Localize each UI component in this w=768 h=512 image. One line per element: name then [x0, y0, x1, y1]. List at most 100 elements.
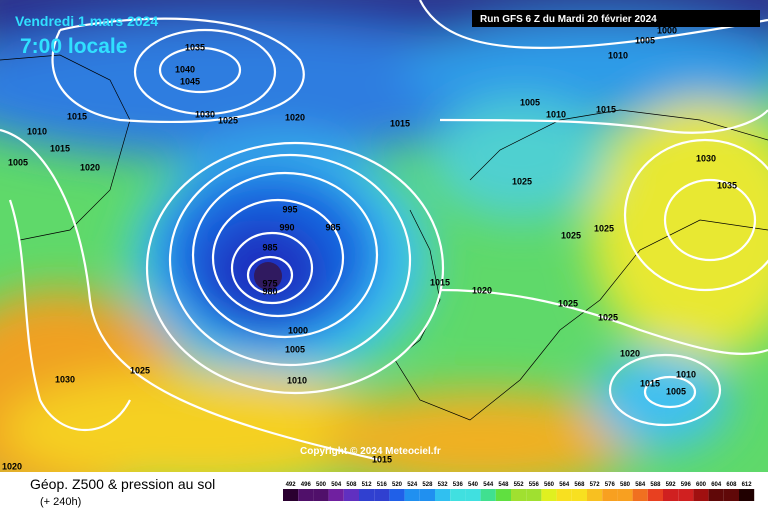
isobar-label: 1005	[635, 35, 655, 45]
colorbar-swatch	[419, 489, 435, 501]
colorbar-label: 496	[301, 482, 312, 488]
isobar-label: 1015	[50, 143, 70, 153]
colorbar-swatch	[617, 489, 633, 501]
colorbar-swatch	[587, 489, 603, 501]
footer-subtitle: (+ 240h)	[40, 496, 81, 508]
isobar-label: 1020	[472, 285, 492, 295]
colorbar-label: 556	[529, 482, 540, 488]
colorbar-label: 492	[286, 482, 297, 488]
colorbar-label: 596	[681, 482, 692, 488]
colorbar-swatch	[526, 489, 542, 501]
colorbar-swatch	[328, 489, 344, 501]
colorbar-label: 528	[422, 482, 433, 488]
colorbar-swatch	[495, 489, 511, 501]
isobar-label: 1015	[430, 277, 450, 287]
colorbar-swatch	[450, 489, 466, 501]
colorbar-label: 552	[514, 482, 525, 488]
isobar-label: 985	[325, 222, 340, 232]
isobar-label: 985	[262, 242, 277, 252]
isobar-label: 1030	[195, 109, 215, 119]
colorbar-label: 504	[331, 482, 342, 488]
isobar-label: 995	[282, 204, 297, 214]
colorbar-swatch	[313, 489, 329, 501]
colorbar-swatch	[374, 489, 390, 501]
colorbar-swatch	[359, 489, 375, 501]
colorbar-swatch	[298, 489, 314, 501]
isobar-label: 1030	[696, 153, 716, 163]
isobar-label: 1010	[287, 375, 307, 385]
colorbar-swatch	[404, 489, 420, 501]
colorbar-swatch	[511, 489, 527, 501]
isobar-label: 1005	[8, 157, 28, 167]
colorbar-label: 576	[605, 482, 616, 488]
colorbar-swatch	[343, 489, 359, 501]
isobar-label: 990	[279, 222, 294, 232]
isobar-label: 1025	[558, 298, 578, 308]
isobar-label: 1045	[180, 76, 200, 86]
isobars	[0, 0, 768, 462]
colorbar-label: 540	[468, 482, 479, 488]
colorbar-label: 608	[726, 482, 737, 488]
colorbar-label: 500	[316, 482, 327, 488]
colorbar-swatch	[389, 489, 405, 501]
isobar-label: 1010	[27, 126, 47, 136]
colorbar-swatch	[480, 489, 496, 501]
isobar-label: 1025	[561, 230, 581, 240]
isobar-label: 1005	[520, 97, 540, 107]
colorbar-swatch	[435, 489, 451, 501]
isobar-label: 1025	[594, 223, 614, 233]
isobar-label: 1020	[2, 461, 22, 471]
isobar-label: 1015	[372, 454, 392, 464]
isobar-label: 1010	[546, 109, 566, 119]
colorbar-swatch	[283, 489, 299, 501]
colorbar-swatch	[663, 489, 679, 501]
colorbar-label: 572	[590, 482, 601, 488]
colorbar-label: 580	[620, 482, 631, 488]
colorbar-label: 524	[407, 482, 418, 488]
isobar-label: 1025	[512, 176, 532, 186]
isobar-label: 1035	[717, 180, 737, 190]
isobar-label: 1010	[608, 50, 628, 60]
colorbar-label: 568	[574, 482, 585, 488]
isobar-label: 1015	[596, 104, 616, 114]
colorbar-label: 512	[362, 482, 373, 488]
isobar-label: 1025	[130, 365, 150, 375]
footer-title: Géop. Z500 & pression au sol	[30, 476, 215, 492]
colorbar-swatch	[541, 489, 557, 501]
isobar-label: 1020	[80, 162, 100, 172]
colorbar-label: 532	[438, 482, 449, 488]
colorbar-label: 612	[742, 482, 753, 488]
isobar-label: 1020	[620, 348, 640, 358]
isobar-label: 1015	[67, 111, 87, 121]
colorbar-label: 564	[559, 482, 570, 488]
time: 7:00 locale	[20, 35, 127, 58]
run-info: Run GFS 6 Z du Mardi 20 février 2024	[480, 14, 657, 25]
isobar-label: 1000	[657, 25, 677, 35]
colorbar-swatch	[678, 489, 694, 501]
isobar-label: 1040	[175, 64, 195, 74]
colorbar-label: 604	[711, 482, 722, 488]
isobar-label: 1015	[390, 118, 410, 128]
isobar-label: 1025	[598, 312, 618, 322]
isobar-label: 1005	[285, 344, 305, 354]
colorbar-label: 548	[498, 482, 509, 488]
isobar-label: 980	[262, 286, 277, 296]
colorbar-label: 516	[377, 482, 388, 488]
colorbar-label: 600	[696, 482, 707, 488]
colorbar-label: 592	[666, 482, 677, 488]
colorbar-swatch	[632, 489, 648, 501]
isobar-label: 1035	[185, 42, 205, 52]
isobar-label: 1005	[666, 386, 686, 396]
isobar-label: 1025	[218, 115, 238, 125]
isobar-label: 1020	[285, 112, 305, 122]
colorbar-swatch	[708, 489, 724, 501]
colorbar-swatch	[723, 489, 739, 501]
colorbar-swatch	[602, 489, 618, 501]
date: Vendredi 1 mars 2024	[15, 13, 158, 29]
isobar-label: 1000	[288, 325, 308, 335]
copyright: Copyright © 2024 Meteociel.fr	[300, 446, 441, 457]
colorbar-swatch	[571, 489, 587, 501]
